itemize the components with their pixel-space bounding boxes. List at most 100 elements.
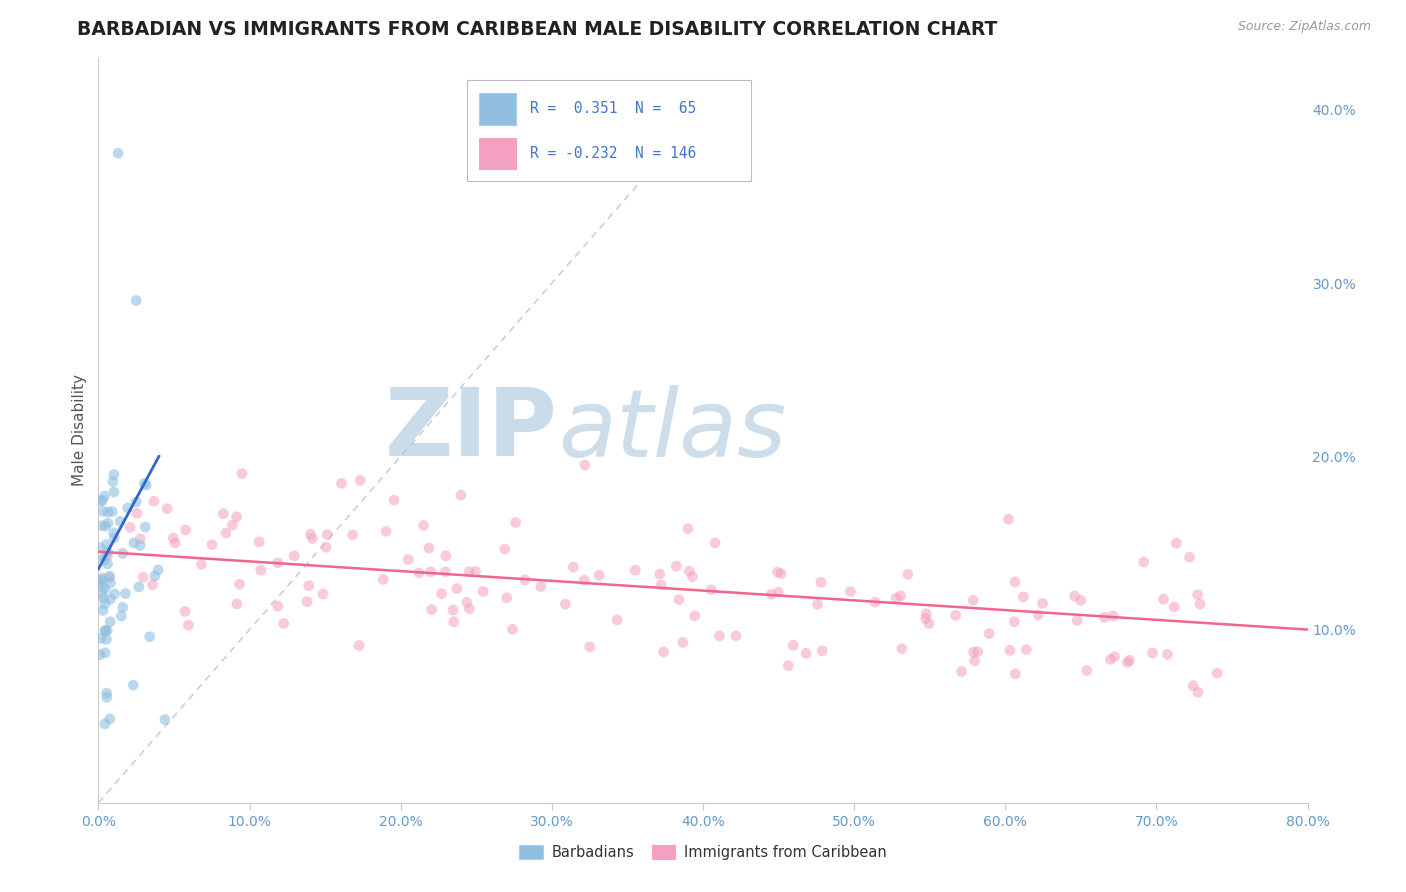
Point (91, 603, 114, 617)
Point (408, 566, 430, 580)
Point (103, 467, 125, 482)
Y-axis label: Male Disability: Male Disability (72, 375, 87, 486)
Point (128, 580, 150, 594)
Point (668, 592, 690, 607)
Point (122, 536, 145, 550)
Point (110, 609, 132, 624)
Point (135, 478, 157, 492)
Text: BARBADIAN VS IMMIGRANTS FROM CARIBBEAN MALE DISABILITY CORRELATION CHART: BARBADIAN VS IMMIGRANTS FROM CARIBBEAN M… (77, 20, 998, 38)
Point (963, 654, 986, 668)
Point (1142, 646, 1164, 660)
Text: ZIP: ZIP (385, 384, 558, 476)
Point (495, 591, 517, 605)
Point (98, 570, 121, 584)
Point (704, 536, 727, 550)
Point (562, 560, 585, 574)
Point (839, 584, 862, 599)
Point (1066, 614, 1088, 628)
Point (231, 467, 253, 481)
Point (530, 580, 553, 594)
FancyBboxPatch shape (479, 94, 516, 125)
Point (174, 604, 197, 618)
Point (683, 608, 706, 623)
Point (132, 570, 155, 584)
Point (494, 542, 516, 557)
Point (153, 713, 176, 727)
Point (330, 476, 353, 491)
Point (1166, 536, 1188, 550)
Point (1132, 555, 1154, 569)
Point (1012, 590, 1035, 604)
Point (90, 494, 112, 508)
Point (226, 597, 249, 611)
Point (228, 577, 250, 591)
Point (146, 563, 169, 577)
Point (97, 516, 120, 531)
Point (1187, 685, 1209, 699)
Point (382, 493, 405, 508)
Point (98, 569, 121, 583)
Point (419, 565, 441, 579)
Point (811, 644, 834, 658)
FancyBboxPatch shape (467, 80, 751, 181)
Point (962, 645, 984, 659)
Point (434, 565, 457, 579)
Point (650, 578, 672, 592)
Point (111, 600, 134, 615)
Point (1163, 600, 1185, 615)
Point (283, 549, 305, 563)
Point (221, 518, 243, 533)
Point (412, 518, 434, 533)
Point (574, 573, 596, 587)
Point (103, 531, 125, 545)
Point (950, 665, 973, 679)
Point (162, 531, 184, 545)
Point (89, 541, 111, 555)
Point (125, 495, 148, 509)
Point (143, 569, 166, 583)
Point (107, 146, 129, 161)
Point (101, 475, 124, 489)
Point (94, 519, 117, 533)
Point (1182, 679, 1205, 693)
Point (212, 507, 235, 521)
Point (315, 540, 337, 554)
Point (100, 575, 122, 590)
Point (90, 573, 112, 587)
Point (96, 690, 118, 705)
Point (794, 647, 817, 661)
Point (1070, 593, 1092, 607)
Point (97, 505, 120, 519)
Point (163, 536, 186, 550)
Point (464, 565, 486, 579)
Point (342, 528, 364, 542)
Point (138, 630, 160, 644)
Point (918, 616, 941, 631)
Point (225, 509, 247, 524)
Point (114, 586, 136, 600)
Point (96, 537, 118, 551)
Point (578, 640, 600, 654)
Point (709, 629, 731, 643)
Point (966, 645, 988, 659)
Point (100, 591, 122, 606)
Point (890, 589, 912, 603)
Point (778, 658, 800, 673)
Point (90, 632, 112, 646)
Point (554, 597, 576, 611)
Point (441, 603, 464, 617)
Point (295, 595, 318, 609)
Point (299, 527, 322, 541)
Point (1002, 615, 1025, 629)
Point (472, 584, 495, 599)
Point (766, 565, 789, 579)
Point (129, 532, 152, 546)
Point (863, 595, 886, 609)
Text: R =  0.351  N =  65: R = 0.351 N = 65 (530, 102, 696, 117)
Point (94, 624, 117, 638)
Point (91, 571, 114, 585)
Point (134, 520, 156, 534)
Point (782, 638, 804, 652)
Point (94, 717, 117, 731)
Point (122, 678, 145, 692)
